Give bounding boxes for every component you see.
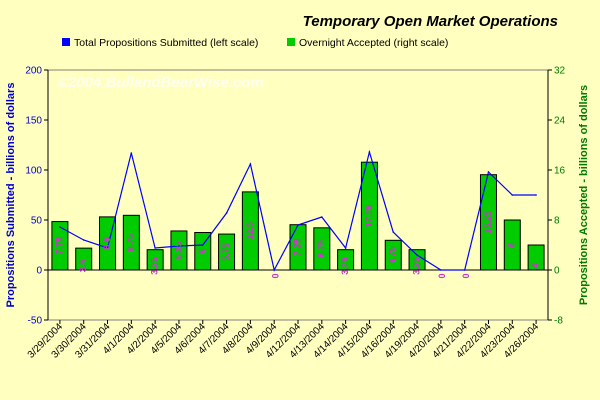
bar-label-18: 15.25 [483, 211, 493, 234]
line-point-16 [440, 269, 442, 271]
bar-label-12: 3.25 [340, 257, 350, 275]
bar-label-15: 3.25 [411, 257, 421, 275]
legend-bar-swatch [287, 38, 295, 46]
bar-label-1: 3.5 [78, 260, 88, 273]
right-ticks-group: -8 0 8 16 24 32 [548, 66, 566, 327]
left-tick-label-5: 200 [25, 66, 42, 77]
line-point-5 [178, 245, 180, 247]
bar-label-13: 17.25 [364, 205, 374, 228]
right-tick-label-0: -8 [554, 316, 563, 327]
line-point-13 [368, 151, 371, 153]
line-point-0 [59, 226, 61, 228]
right-tick-label-3: 16 [554, 166, 566, 177]
line-point-2 [106, 247, 109, 249]
right-tick-label-2: 8 [554, 216, 560, 227]
bar-label-3: 8.75 [126, 234, 136, 252]
line-point-20 [535, 194, 537, 196]
line-point-18 [487, 171, 490, 173]
line-point-4 [154, 247, 156, 249]
y-axis-right-label: Propositions Accepted - billions of doll… [578, 85, 590, 305]
line-series-group [59, 149, 537, 272]
bar-label-10: 7.25 [292, 239, 302, 257]
line-point-3 [130, 152, 133, 154]
left-tick-label-4: 150 [25, 116, 42, 127]
legend-line-swatch [62, 38, 70, 46]
bar-label-14: 4.75 [388, 246, 398, 264]
bar-labels-group: 7.75 3.5 8.5 8.75 3.25 6.25 6 5.75 12.5 0 7.25 6.75… [54, 205, 540, 279]
plot-area [47, 69, 549, 321]
bar-label-5: 6.25 [173, 242, 183, 260]
left-ticks-group: -50 0 50 100 150 200 [25, 66, 48, 327]
bar-label-7: 5.75 [221, 243, 231, 261]
line-point-19 [511, 194, 514, 196]
bar-label-17: 0 [460, 273, 470, 278]
line-point-8 [249, 163, 252, 165]
x-ticks-group: 3/29/20043/30/20043/31/20044/1/20044/2/2… [26, 320, 542, 361]
right-tick-label-5: 32 [554, 66, 566, 77]
bar-label-9: 0 [270, 273, 280, 278]
bar-label-19: 8 [507, 242, 517, 247]
line-point-6 [201, 244, 204, 246]
line-point-1 [82, 239, 85, 241]
legend-line-label: Total Propositions Submitted (left scale… [74, 37, 258, 49]
left-tick-label-0: -50 [28, 316, 43, 327]
left-tick-label-3: 100 [25, 166, 42, 177]
line-point-12 [344, 247, 347, 249]
line-point-7 [225, 212, 228, 214]
line-point-9 [273, 269, 275, 271]
line-point-17 [463, 269, 466, 271]
right-tick-label-1: 0 [554, 266, 560, 277]
bar-label-0: 7.75 [54, 237, 64, 255]
chart-title: Temporary Open Market Operations [303, 13, 558, 30]
y-axis-left-label: Propositions Submitted - billions of dol… [5, 83, 17, 308]
bar-label-6: 6 [197, 249, 207, 254]
right-tick-label-4: 24 [554, 116, 566, 127]
legend-bar-label: Overnight Accepted (right scale) [299, 37, 448, 49]
watermark: ©2004 BullandBearWise.com [57, 74, 264, 91]
line-point-15 [416, 254, 418, 256]
bar-label-2: 8.5 [102, 237, 112, 250]
left-tick-label-1: 0 [36, 266, 42, 277]
bar-label-11: 6.75 [316, 240, 326, 258]
line-point-10 [297, 224, 299, 226]
line-point-11 [321, 216, 323, 218]
bar-label-20: 4 [530, 263, 540, 268]
bar-label-8: 12.5 [245, 222, 255, 240]
left-tick-label-2: 50 [31, 216, 43, 227]
line-point-14 [392, 231, 395, 233]
bar-label-4: 3.25 [149, 257, 159, 275]
bar-label-16: 0 [437, 273, 447, 278]
